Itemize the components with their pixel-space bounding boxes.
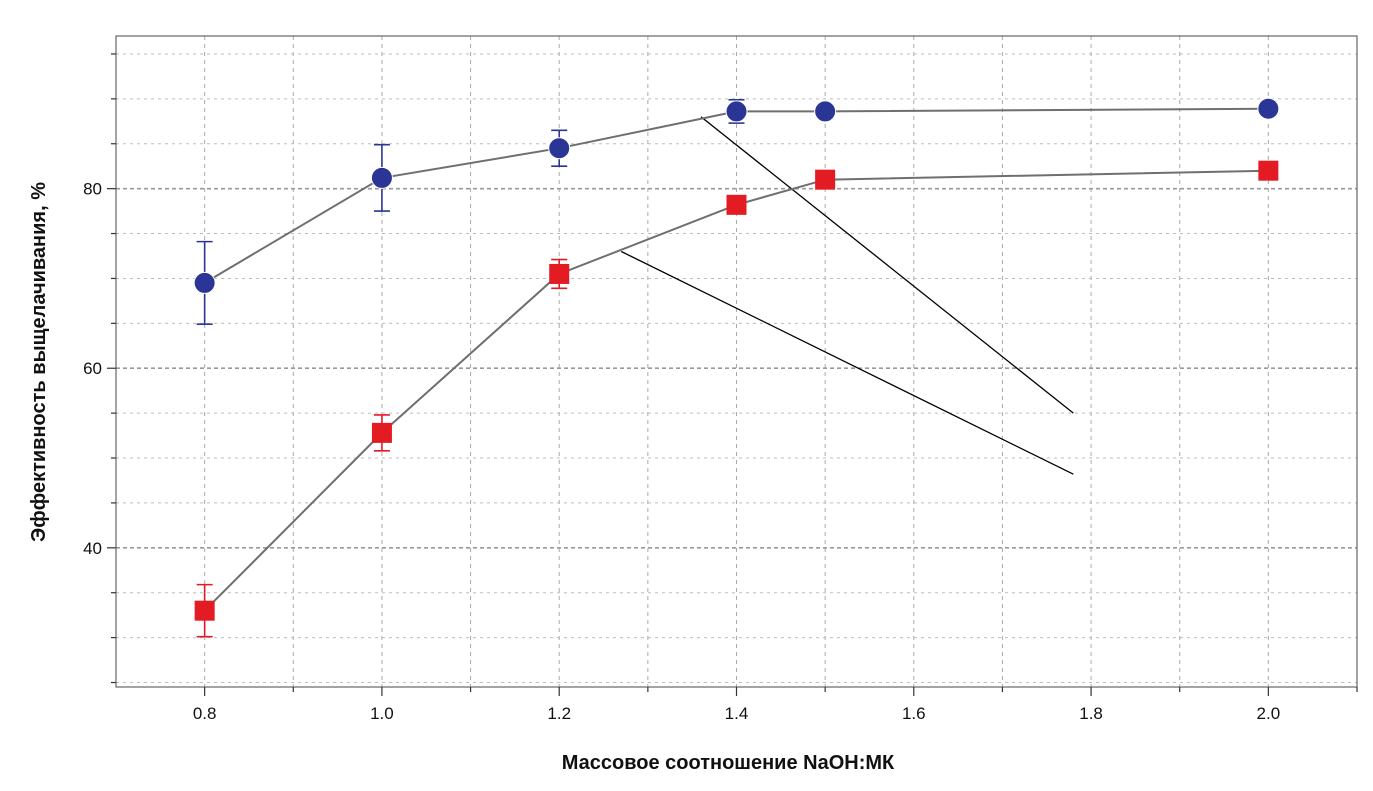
x-tick-label: 1.6 <box>902 704 926 723</box>
data-point <box>548 137 571 160</box>
data-point <box>549 263 570 284</box>
x-axis-title: Массовое соотношение NaOH:МК <box>562 752 895 774</box>
data-point <box>1258 160 1279 181</box>
y-tick-label: 80 <box>83 180 102 199</box>
data-point <box>194 600 215 621</box>
x-tick-label: 2.0 <box>1257 704 1281 723</box>
data-point <box>725 100 748 123</box>
data-point <box>1257 97 1280 120</box>
y-axis-title: Эффективность выщелачивания, % <box>28 182 50 542</box>
y-tick-label: 60 <box>83 359 102 378</box>
grid <box>116 36 1358 687</box>
x-tick-label: 1.8 <box>1079 704 1103 723</box>
x-tick-label: 1.4 <box>725 704 749 723</box>
x-tick-label: 1.2 <box>547 704 571 723</box>
annotation-line <box>700 116 1074 414</box>
annotation-line <box>620 250 1074 475</box>
data-point <box>726 194 747 215</box>
x-tick-label: 1.0 <box>370 704 394 723</box>
y-tick-label: 40 <box>83 539 102 558</box>
series-line <box>203 169 1269 612</box>
x-tick-label: 0.8 <box>193 704 217 723</box>
data-series <box>193 97 1280 638</box>
data-point <box>193 271 216 294</box>
annotation-lines <box>620 116 1074 475</box>
data-point <box>815 169 836 190</box>
data-point <box>370 166 393 189</box>
axes: 0.8 1.0 1.2 1.4 1.6 1.8 2.0 40 60 80 <box>83 53 1358 723</box>
data-point <box>814 100 837 123</box>
data-point <box>371 422 392 443</box>
series-line <box>204 107 1269 284</box>
